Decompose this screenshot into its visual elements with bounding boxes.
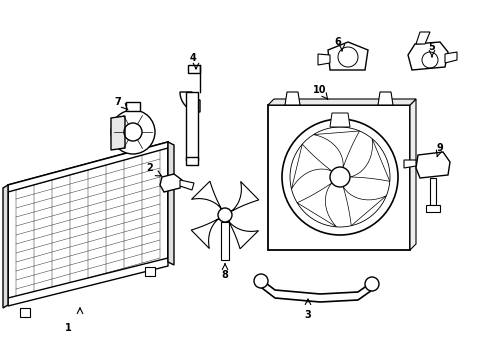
Polygon shape (8, 142, 168, 305)
Text: 7: 7 (115, 97, 122, 107)
Text: 10: 10 (313, 85, 327, 95)
Polygon shape (445, 52, 457, 63)
Polygon shape (350, 139, 390, 181)
Polygon shape (126, 102, 140, 111)
Polygon shape (8, 258, 168, 306)
Polygon shape (168, 142, 174, 265)
Polygon shape (408, 42, 448, 70)
Polygon shape (258, 277, 375, 302)
Polygon shape (410, 99, 416, 250)
Polygon shape (416, 32, 430, 44)
Polygon shape (314, 131, 360, 167)
Polygon shape (3, 185, 8, 308)
Polygon shape (416, 152, 450, 178)
Polygon shape (285, 92, 300, 105)
Polygon shape (297, 183, 337, 227)
Polygon shape (145, 267, 155, 276)
Text: 8: 8 (221, 270, 228, 280)
Circle shape (365, 277, 379, 291)
Polygon shape (16, 150, 160, 298)
Polygon shape (268, 99, 416, 105)
Polygon shape (430, 178, 436, 205)
Polygon shape (328, 42, 368, 70)
Polygon shape (378, 92, 393, 105)
Polygon shape (192, 181, 221, 209)
Text: 5: 5 (429, 42, 436, 52)
Circle shape (254, 274, 268, 288)
Circle shape (330, 167, 350, 187)
Text: 4: 4 (190, 53, 196, 63)
Polygon shape (426, 205, 440, 212)
Polygon shape (330, 113, 350, 127)
Text: 9: 9 (437, 143, 443, 153)
Text: 2: 2 (147, 163, 153, 173)
Polygon shape (268, 105, 410, 250)
Polygon shape (221, 222, 229, 260)
Polygon shape (292, 144, 332, 189)
Polygon shape (8, 142, 168, 192)
Polygon shape (186, 157, 198, 165)
Polygon shape (404, 160, 416, 168)
Text: 1: 1 (65, 323, 72, 333)
Circle shape (111, 110, 155, 154)
Circle shape (218, 208, 232, 222)
Text: 6: 6 (335, 37, 342, 47)
Polygon shape (186, 92, 198, 160)
Polygon shape (180, 92, 200, 112)
Polygon shape (191, 219, 219, 248)
Polygon shape (160, 174, 182, 192)
Polygon shape (188, 65, 200, 73)
Polygon shape (228, 221, 259, 249)
Polygon shape (180, 180, 194, 190)
Polygon shape (20, 308, 30, 317)
Text: 3: 3 (305, 310, 311, 320)
Polygon shape (111, 116, 125, 150)
Polygon shape (343, 186, 386, 226)
Polygon shape (318, 54, 330, 65)
Polygon shape (231, 181, 259, 212)
